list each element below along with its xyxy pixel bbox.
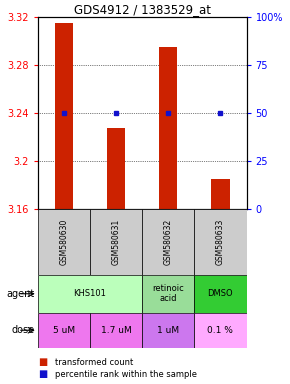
Bar: [38, 275, 142, 313]
Bar: [55, 23, 73, 209]
Text: transformed count: transformed count: [55, 358, 133, 367]
Text: retinoic
acid: retinoic acid: [152, 284, 184, 303]
Bar: [142, 313, 194, 348]
Text: agent: agent: [7, 289, 35, 299]
Bar: [194, 313, 246, 348]
Text: percentile rank within the sample: percentile rank within the sample: [55, 370, 197, 379]
Text: 1.7 uM: 1.7 uM: [101, 326, 131, 335]
Bar: [90, 209, 142, 275]
Text: GSM580631: GSM580631: [111, 219, 121, 265]
Text: ■: ■: [38, 357, 47, 367]
Text: dose: dose: [12, 325, 35, 335]
Title: GDS4912 / 1383529_at: GDS4912 / 1383529_at: [74, 3, 211, 16]
Bar: [38, 209, 90, 275]
Bar: [159, 47, 177, 209]
Bar: [211, 179, 230, 209]
Text: 0.1 %: 0.1 %: [207, 326, 233, 335]
Bar: [194, 275, 246, 313]
Text: GSM580632: GSM580632: [164, 219, 173, 265]
Text: 1 uM: 1 uM: [157, 326, 179, 335]
Bar: [142, 275, 194, 313]
Text: GSM580633: GSM580633: [216, 219, 225, 265]
Text: 5 uM: 5 uM: [53, 326, 75, 335]
Text: DMSO: DMSO: [208, 289, 233, 298]
Text: KHS101: KHS101: [73, 289, 106, 298]
Bar: [142, 209, 194, 275]
Bar: [194, 209, 246, 275]
Text: GSM580630: GSM580630: [59, 219, 68, 265]
Bar: [107, 128, 125, 209]
Bar: [90, 313, 142, 348]
Bar: [38, 313, 90, 348]
Text: ■: ■: [38, 369, 47, 379]
